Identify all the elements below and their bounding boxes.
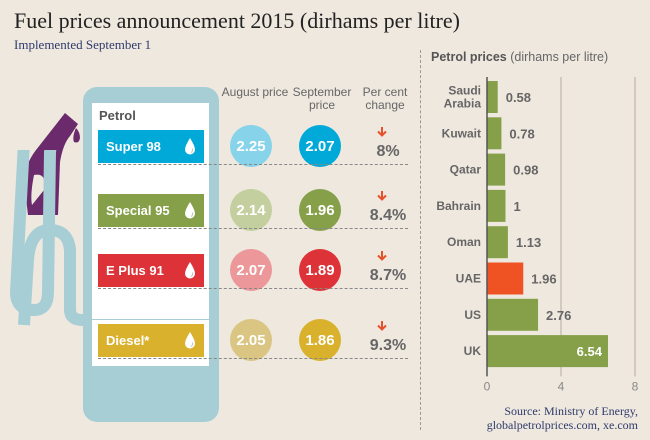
category-label-uk: UK (464, 344, 482, 358)
august-price-special-95: 2.14 (230, 189, 272, 231)
fuel-name: Special 95 (106, 203, 170, 218)
droplet-icon (184, 202, 196, 219)
value-label-kuwait: 0.78 (509, 126, 534, 141)
row-separator (98, 228, 408, 229)
september-price-special-95: 1.96 (299, 189, 341, 231)
percent-change-e-plus-91: 8.7% (369, 267, 407, 284)
droplet-icon (184, 138, 196, 155)
value-label-bahrain: 1 (514, 199, 521, 214)
bar-us (487, 298, 539, 331)
category-label-saudi-arabia: Saudi Arabia (444, 84, 482, 111)
fuel-tag-special-95: Special 95 (98, 194, 204, 227)
source-line-2: globalpetrolprices.com, xe.com (486, 418, 638, 432)
row-separator (98, 358, 408, 359)
petrol-section-label: Petrol (99, 108, 136, 123)
value-label-us: 2.76 (546, 308, 571, 323)
arrow-down-icon (352, 320, 412, 334)
september-price-header: September price (292, 85, 352, 112)
fuel-name: Diesel* (106, 333, 150, 348)
value-label-oman: 1.13 (516, 235, 541, 250)
bar-uk (487, 335, 608, 368)
fuel-name: E Plus 91 (106, 263, 164, 278)
fuel-tag-super-98: Super 98 (98, 130, 204, 163)
x-tick-8: 8 (632, 379, 639, 393)
source-line-1: Source: Ministry of Energy, (504, 404, 638, 418)
category-label-qatar: Qatar (450, 163, 482, 177)
september-price-e-plus-91: 1.89 (299, 249, 341, 291)
percent-change-super-98: 8% (376, 143, 400, 160)
chart-title: Petrol prices (dirhams per litre) (431, 50, 608, 64)
section-divider (420, 50, 421, 430)
x-tick-4: 4 (558, 379, 565, 393)
arrow-down-icon (352, 250, 412, 264)
page-subtitle: Implemented September 1 (14, 37, 152, 52)
percent-change-header: Per cent change (362, 85, 408, 112)
category-label-oman: Oman (447, 235, 481, 249)
category-label-us: US (464, 308, 481, 322)
chart-title-main: Petrol prices (431, 50, 507, 64)
x-tick-0: 0 (484, 379, 491, 393)
value-label-uae: 1.96 (531, 272, 556, 287)
bar-kuwait (487, 117, 502, 150)
fuel-name: Super 98 (106, 139, 161, 154)
arrow-down-icon (352, 126, 412, 140)
petrol-prices-chart: 0 4 8 Saudi Arabia 0.58 Kuwait 0.78 Qatar 0.98 Bah… (436, 77, 639, 393)
bar-qatar (487, 153, 506, 186)
percent-change-diesel: 9.3% (369, 337, 407, 354)
august-price-super-98: 2.25 (230, 125, 272, 167)
august-price-header: August price (221, 85, 289, 99)
row-separator (98, 164, 408, 165)
value-label-saudi-arabia: 0.58 (506, 90, 531, 105)
bar-uae (487, 262, 524, 295)
september-price-diesel: 1.86 (299, 319, 341, 361)
bar-saudi-arabia (487, 81, 498, 113)
droplet-icon (184, 262, 196, 279)
category-label-uae: UAE (456, 272, 481, 286)
category-label-bahrain: Bahrain (436, 199, 481, 213)
bar-oman (487, 226, 508, 259)
august-price-diesel: 2.05 (230, 319, 272, 361)
arrow-down-icon (352, 190, 412, 204)
bar-bahrain (487, 189, 506, 222)
fuel-tag-diesel: Diesel* (98, 324, 204, 357)
august-price-e-plus-91: 2.07 (230, 249, 272, 291)
september-price-super-98: 2.07 (299, 125, 341, 167)
pump-hose (9, 150, 57, 317)
value-label-uk: 6.54 (577, 344, 603, 359)
source-note: Source: Ministry of Energy, globalpetrol… (487, 404, 638, 432)
value-label-qatar: 0.98 (513, 163, 538, 178)
row-separator (98, 288, 408, 289)
droplet-icon (184, 332, 196, 349)
percent-change-special-95: 8.4% (369, 207, 407, 224)
chart-title-units: (dirhams per litre) (510, 50, 609, 64)
fuel-tag-e-plus-91: E Plus 91 (98, 254, 204, 287)
page-title: Fuel prices announcement 2015 (dirhams p… (14, 8, 460, 33)
category-label-kuwait: Kuwait (442, 126, 481, 140)
